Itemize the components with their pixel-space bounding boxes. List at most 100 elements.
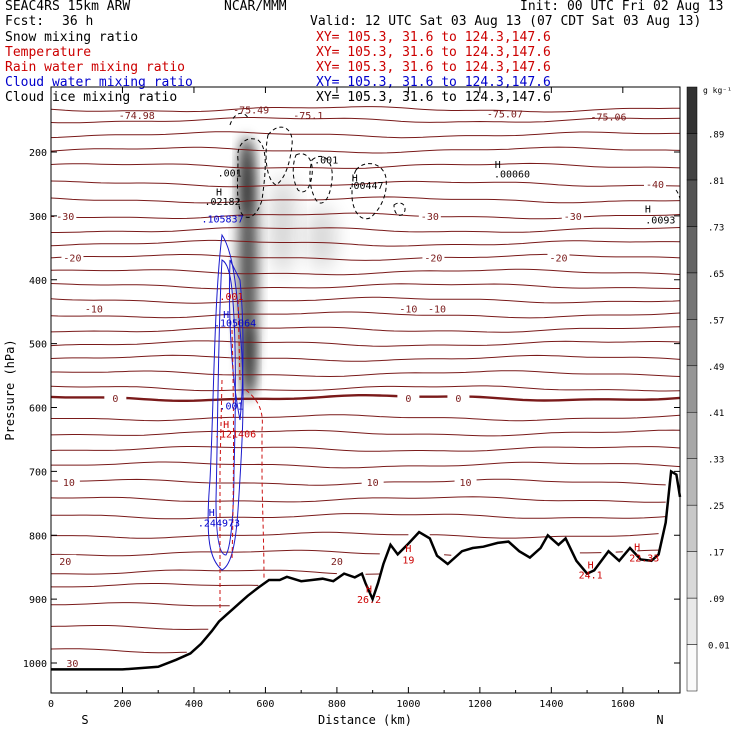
y-tick-label: 200: [29, 148, 47, 159]
isotherm-label-bg: [454, 476, 477, 488]
isotherm-label: 0: [405, 394, 411, 405]
isotherm-line: [51, 625, 209, 631]
fcst-value: 36 h: [62, 14, 94, 29]
cloud-ice-anvil-2: [265, 126, 293, 186]
extremum-label: .0093: [645, 216, 675, 227]
colorbar-label: .73: [708, 223, 724, 233]
extremum-label: H: [645, 205, 651, 216]
field-name-cloud-ice: Cloud ice mixing ratio: [5, 90, 178, 105]
isotherm-label: 20: [59, 557, 71, 568]
colorbar-box: [686, 365, 698, 413]
x-tick-label: 200: [113, 699, 131, 710]
extremum-label: H: [352, 173, 358, 184]
colorbar-box: [686, 319, 698, 367]
isotherm-line: [51, 531, 659, 539]
isotherm-line: [51, 196, 680, 204]
isotherm-label: 10: [460, 478, 472, 489]
top-level-label: -74.98: [119, 111, 155, 122]
isotherm-line: [51, 549, 659, 557]
isotherm-label-bg: [54, 554, 77, 566]
plot-frame: [50, 86, 681, 694]
y-tick-label: 900: [29, 595, 47, 606]
colorbar-label: .33: [708, 456, 724, 466]
isotherm-line: [51, 131, 680, 139]
isotherm-line: [51, 227, 680, 233]
isotherm-line: [51, 180, 680, 188]
isotherm-label-bg: [547, 251, 570, 263]
snow-lower: [244, 325, 256, 395]
y-tick-label: 500: [29, 340, 47, 351]
colorbar-label: .25: [708, 502, 724, 512]
isotherm-label: 10: [63, 478, 75, 489]
top-level-labels: -74.98 -75.49 -75.1 -75.07 -75.06: [119, 106, 627, 124]
isotherm-label-bg: [61, 657, 84, 668]
colorbar-label: .81: [708, 177, 724, 187]
isotherm-label: -20: [424, 253, 442, 264]
extremum-label: .105064: [214, 318, 256, 329]
colorbar: 0.01 .09 .17 .25 .33 .41 .49 .57 .65 .73 .81 .89: [686, 86, 730, 692]
top-level-label: -75.49: [233, 106, 269, 117]
snow-upper: [239, 135, 253, 215]
top-level-label: -75.1: [293, 111, 323, 122]
north-end-label: N: [656, 713, 663, 727]
x-tick-label: 1400: [539, 699, 563, 710]
colorbar-label: .17: [708, 549, 724, 559]
field-xy-snow: XY= 105.3, 31.6 to 124.3,147.6: [316, 30, 551, 45]
isotherm-label: -10: [428, 304, 446, 315]
y-tick-label: 600: [29, 404, 47, 415]
isotherm-line: [51, 311, 680, 319]
isotherm-line: [51, 253, 680, 261]
isotherm-label-bg: [447, 391, 470, 403]
y-tick-label: 1000: [23, 659, 47, 670]
extrema-labels: .001H.02182.105837.001H.00447H.00060H.00…: [198, 155, 676, 605]
x-tick-label: 0: [48, 699, 54, 710]
rain-contour-d: [245, 389, 265, 581]
isotherm-line: [51, 429, 680, 437]
isotherm-label: -20: [63, 253, 81, 264]
rain-water-contours: [219, 299, 265, 612]
y-axis-label: Pressure (hPa): [3, 339, 17, 440]
extremum-label: .244973: [198, 518, 240, 529]
extremum-label: .001: [218, 168, 242, 179]
colorbar-box: [686, 411, 698, 459]
isotherm-labels: -30 -30 -30 -20 -20 -20 -10 -10 -10 0 0 0 10 10 10 20 20…: [54, 177, 666, 670]
cloud-water-contour-outer: [207, 233, 244, 571]
cloud-ice-anvil-5: [351, 163, 387, 220]
isotherm-label: -40: [646, 180, 664, 191]
isotherm-zero: [51, 394, 680, 402]
field-xy-cloud-ice: XY= 105.3, 31.6 to 124.3,147.6: [316, 90, 551, 105]
extremum-label: H: [495, 160, 501, 171]
extremum-label: .001: [219, 292, 243, 303]
isotherm-line: [51, 648, 187, 654]
colorbar-box: [686, 504, 698, 552]
colorbar-label: .65: [708, 270, 724, 280]
isotherm-line: [51, 414, 680, 422]
isotherm-line: [51, 283, 680, 290]
isotherm-label: 30: [66, 659, 78, 670]
field-name-cloud-water: Cloud water mixing ratio: [5, 75, 193, 90]
snow-plume-1: [271, 175, 295, 275]
y-tick-label: 400: [29, 276, 47, 287]
extremum-label: 26.2: [357, 595, 381, 606]
colorbar-label: 0.01: [708, 642, 730, 652]
cloud-ice-anvil-7: [675, 189, 680, 245]
colorbar-box: [686, 226, 698, 274]
field-name-temperature: Temperature: [5, 45, 92, 60]
colorbar-box: [686, 597, 698, 645]
isotherm-label: -20: [549, 253, 567, 264]
isotherm-label-bg: [418, 209, 441, 221]
field-xy-cloud-water: XY= 105.3, 31.6 to 124.3,147.6: [316, 75, 551, 90]
colorbar-unit: g kg⁻¹: [703, 86, 732, 95]
cloud-water-contour-inner: [215, 259, 236, 556]
extremum-label: 24.1: [579, 571, 603, 582]
colorbar-box: [686, 458, 698, 506]
field-xy-rain: XY= 105.3, 31.6 to 124.3,147.6: [316, 60, 551, 75]
isotherm-label-bg: [422, 251, 445, 263]
isotherm-label-bg: [643, 177, 666, 189]
extremum-label: .001: [219, 401, 243, 412]
extremum-label: H: [588, 560, 594, 571]
isotherm-label: -30: [421, 212, 439, 223]
isotherm-line: [51, 146, 680, 154]
